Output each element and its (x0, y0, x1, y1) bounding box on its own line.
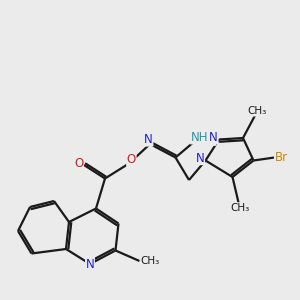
Text: NH: NH (191, 131, 208, 144)
Text: N: N (85, 257, 94, 271)
Text: H: H (209, 135, 216, 146)
Text: CH₃: CH₃ (140, 256, 160, 266)
Text: N: N (196, 152, 205, 165)
Text: N: N (209, 130, 218, 144)
Text: Br: Br (274, 151, 288, 164)
Text: CH₃: CH₃ (230, 203, 250, 213)
Text: O: O (74, 157, 83, 170)
Text: O: O (127, 153, 136, 167)
Text: CH₃: CH₃ (247, 106, 266, 116)
Text: N: N (144, 133, 153, 146)
